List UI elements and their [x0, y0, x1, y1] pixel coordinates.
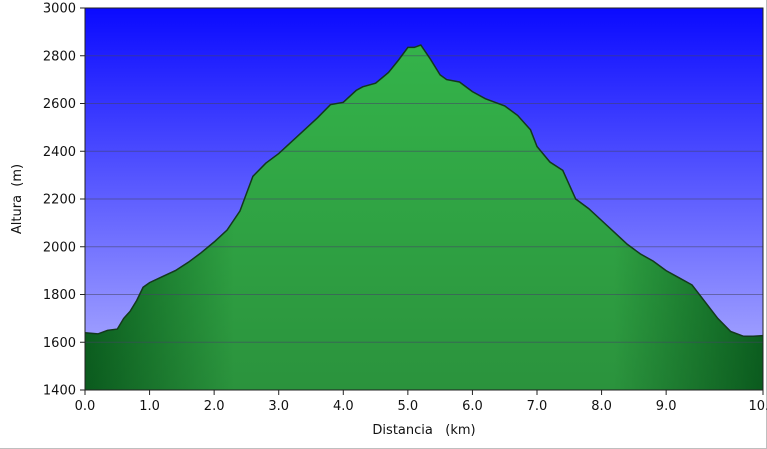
y-tick-label: 1800 [43, 288, 76, 303]
y-tick-label: 1600 [43, 336, 76, 351]
x-tick-label: 1.0 [139, 399, 160, 414]
x-tick-label: 10.5 [749, 399, 767, 414]
x-tick-label: 3.0 [268, 399, 289, 414]
x-tick-label: 8.0 [591, 399, 612, 414]
y-tick-label: 2000 [43, 240, 76, 255]
x-tick-label: 5.0 [398, 399, 419, 414]
x-tick-label: 6.0 [462, 399, 483, 414]
y-tick-label: 1400 [43, 384, 76, 399]
x-tick-label: 7.0 [527, 399, 548, 414]
y-tick-label: 2600 [43, 97, 76, 112]
y-tick-label: 2400 [43, 145, 76, 160]
y-axis-title: Altura (m) [10, 164, 25, 234]
x-axis-title: Distancia (km) [372, 423, 475, 438]
y-tick-label: 2200 [43, 193, 76, 208]
x-tick-label: 4.0 [333, 399, 354, 414]
x-tick-label: 2.0 [204, 399, 225, 414]
y-tick-label: 3000 [43, 2, 76, 17]
elevation-area-shade [85, 45, 763, 390]
y-tick-label: 2800 [43, 49, 76, 64]
x-tick-label: 0.0 [75, 399, 96, 414]
elevation-line [84, 44, 764, 338]
x-tick-label: 9.0 [656, 399, 677, 414]
